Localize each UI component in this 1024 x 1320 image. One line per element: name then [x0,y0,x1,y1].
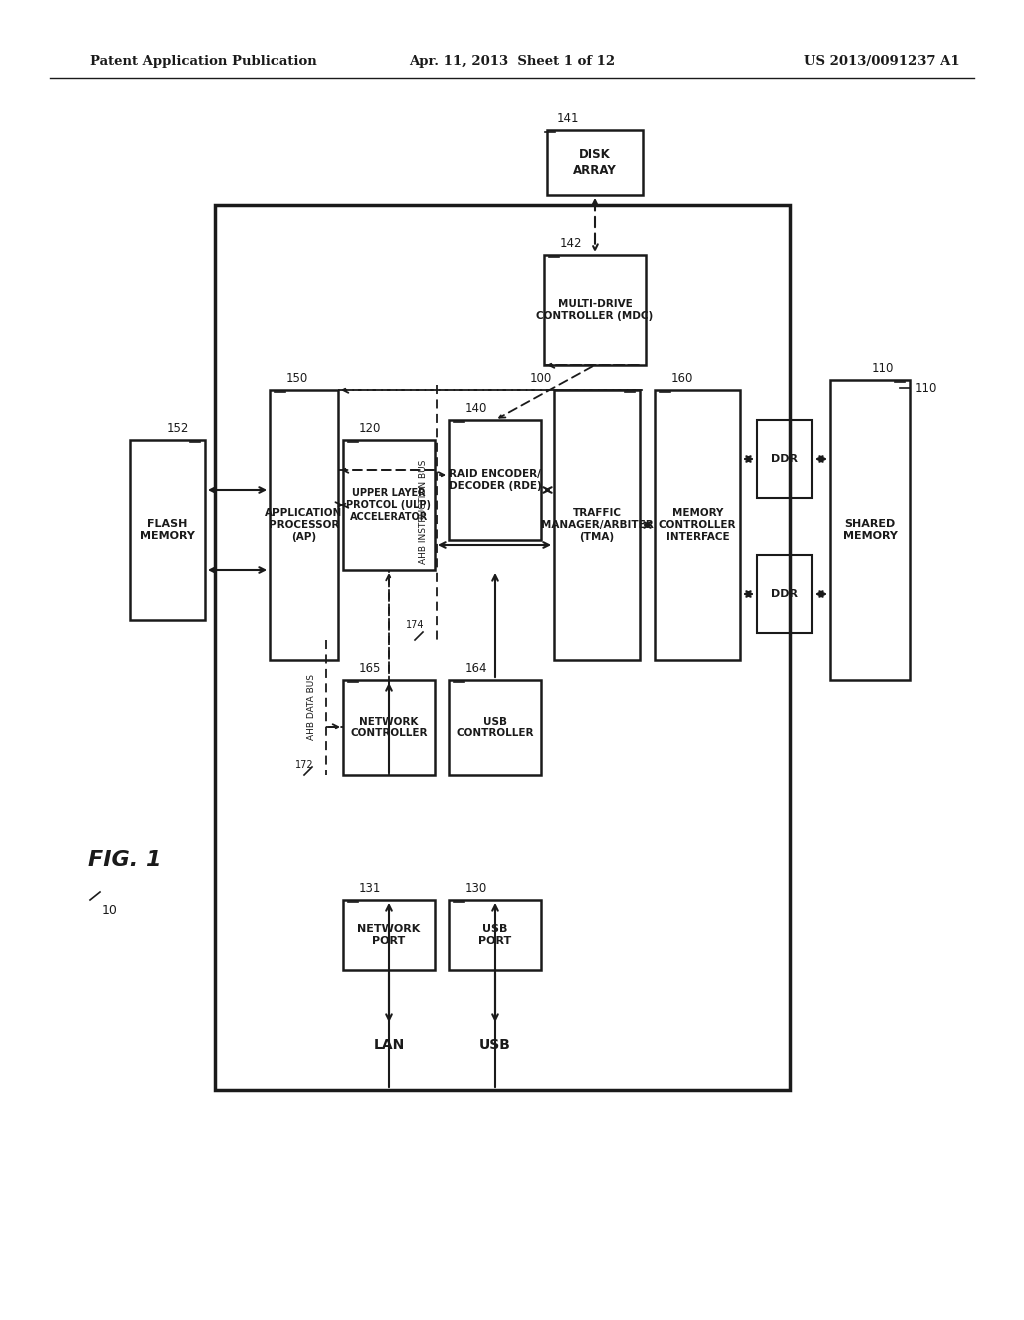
Bar [757,554,812,634]
Bar [270,389,338,660]
Text: 110: 110 [915,381,937,395]
Text: USB: USB [479,1038,511,1052]
Bar [449,900,541,970]
Text: RAID ENCODER/
DECODER (RDE): RAID ENCODER/ DECODER (RDE) [449,469,542,491]
Bar [343,440,435,570]
Text: Patent Application Publication: Patent Application Publication [90,55,316,69]
Text: 160: 160 [671,372,693,385]
Bar [215,205,790,1090]
Text: FIG. 1: FIG. 1 [88,850,162,870]
Bar [544,255,646,366]
Text: 142: 142 [560,238,583,249]
Text: DDR: DDR [771,454,798,465]
Text: MULTI-DRIVE
CONTROLLER (MDC): MULTI-DRIVE CONTROLLER (MDC) [537,300,653,321]
Text: UPPER LAYER
PROTCOL (ULP)
ACCELERATOR: UPPER LAYER PROTCOL (ULP) ACCELERATOR [346,488,431,521]
Text: USB
PORT: USB PORT [478,924,512,946]
Bar [655,389,740,660]
Bar [343,900,435,970]
Text: 130: 130 [465,882,487,895]
Text: 110: 110 [871,362,894,375]
Text: NETWORK
PORT: NETWORK PORT [357,924,421,946]
Text: 172: 172 [295,760,313,770]
Bar [757,420,812,498]
Text: 174: 174 [406,620,424,630]
Text: 165: 165 [359,663,381,675]
Text: MEMORY
CONTROLLER
INTERFACE: MEMORY CONTROLLER INTERFACE [658,508,736,541]
Bar [343,680,435,775]
Text: US 2013/0091237 A1: US 2013/0091237 A1 [805,55,961,69]
Bar [130,440,205,620]
Text: APPLICATION
PROCESSOR
(AP): APPLICATION PROCESSOR (AP) [265,508,343,541]
Text: 10: 10 [102,903,118,916]
Bar [830,380,910,680]
Bar [554,389,640,660]
Text: USB
CONTROLLER: USB CONTROLLER [457,717,534,738]
Bar [547,129,643,195]
Text: DISK
ARRAY: DISK ARRAY [573,149,616,177]
Text: TRAFFIC
MANAGER/ARBITER
(TMA): TRAFFIC MANAGER/ARBITER (TMA) [541,508,653,541]
Bar [449,680,541,775]
Text: 131: 131 [359,882,381,895]
Text: 164: 164 [465,663,487,675]
Text: 120: 120 [359,422,381,436]
Text: 152: 152 [167,422,189,436]
Text: DDR: DDR [771,589,798,599]
Text: LAN: LAN [374,1038,404,1052]
Text: FLASH
MEMORY: FLASH MEMORY [140,519,195,541]
Text: NETWORK
CONTROLLER: NETWORK CONTROLLER [350,717,428,738]
Bar [449,420,541,540]
Text: SHARED
MEMORY: SHARED MEMORY [843,519,897,541]
Text: AHB INSTRUCTION BUS: AHB INSTRUCTION BUS [419,459,427,564]
Text: Apr. 11, 2013  Sheet 1 of 12: Apr. 11, 2013 Sheet 1 of 12 [409,55,615,69]
Text: AHB DATA BUS: AHB DATA BUS [307,675,316,741]
Text: 150: 150 [286,372,308,385]
Text: 141: 141 [557,112,580,125]
Text: 100: 100 [529,372,552,385]
Text: 140: 140 [465,403,487,414]
